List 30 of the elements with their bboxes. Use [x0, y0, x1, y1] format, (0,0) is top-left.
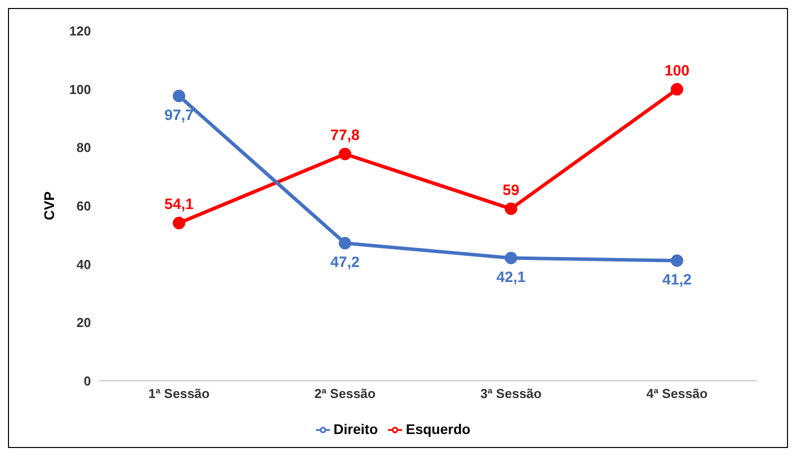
x-tick-label: 1ª Sessão [148, 386, 210, 401]
x-tick-label: 4ª Sessão [646, 386, 708, 401]
y-tick-label: 0 [84, 373, 91, 388]
y-tick-label: 100 [69, 82, 91, 97]
point [670, 83, 684, 96]
data-label: 54,1 [164, 196, 194, 214]
y-tick-label: 80 [76, 140, 91, 156]
data-label: 41,2 [662, 272, 692, 289]
data-label: 97,7 [164, 106, 194, 124]
point [338, 148, 352, 160]
x-tick-label: 3ª Sessão [480, 386, 542, 401]
y-tick-label: 20 [76, 315, 91, 330]
point [172, 90, 186, 102]
data-label: 47,2 [330, 254, 360, 272]
point [504, 202, 518, 216]
y-tick-label: 60 [76, 198, 91, 214]
data-label: 42,1 [496, 269, 526, 286]
legend-label: Esquerdo [406, 420, 470, 437]
point [670, 254, 684, 267]
point [504, 252, 518, 264]
x-tick-label: 2ª Sessão [314, 386, 376, 401]
y-tick-label: 40 [76, 256, 91, 272]
y-axis-title: CVP [40, 191, 57, 220]
y-tick-label: 120 [69, 24, 91, 39]
point [172, 216, 186, 230]
point [338, 236, 352, 250]
legend-label: Direito [334, 420, 378, 437]
data-label: 59 [502, 182, 520, 199]
data-label: 100 [664, 62, 690, 80]
data-label: 77,8 [330, 126, 360, 144]
